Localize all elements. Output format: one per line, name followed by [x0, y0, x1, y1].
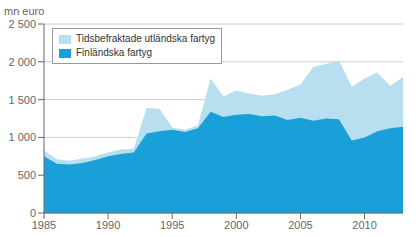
svg-text:1 500: 1 500 [8, 94, 36, 106]
svg-text:1990: 1990 [96, 219, 120, 231]
svg-text:2005: 2005 [288, 219, 312, 231]
svg-text:2 000: 2 000 [8, 56, 36, 68]
svg-text:500: 500 [18, 169, 36, 181]
svg-text:1 000: 1 000 [8, 131, 36, 143]
html-text:mn euro: mn euro [4, 5, 45, 17]
svg-text:2010: 2010 [352, 219, 376, 231]
svg-text:2000: 2000 [224, 219, 248, 231]
svg-text:1995: 1995 [160, 219, 184, 231]
html-text:Tidsbefraktade utländska farty: Tidsbefraktade utländska fartyg [76, 33, 216, 44]
svg-text:2 500: 2 500 [8, 18, 36, 30]
svg-text:0: 0 [30, 207, 36, 219]
svg-text:1985: 1985 [32, 219, 56, 231]
html-text:Finländska fartyg: Finländska fartyg [76, 47, 153, 58]
